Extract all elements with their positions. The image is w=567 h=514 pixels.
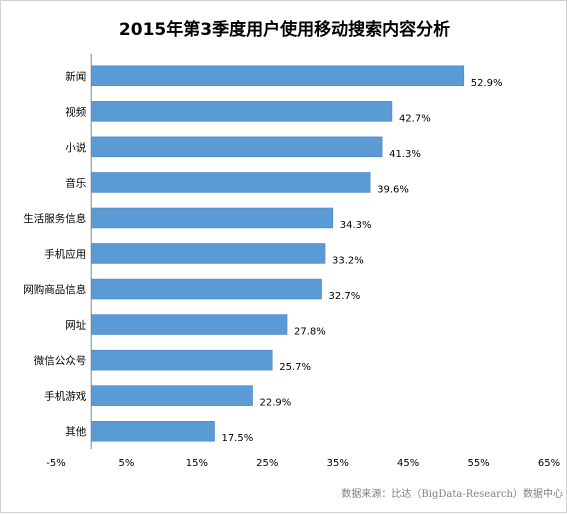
value-label-3: 41.3% [389, 149, 421, 160]
x-tick-label-8: 65% [538, 458, 560, 469]
bar-6 [90, 243, 326, 264]
value-label-10: 22.9% [259, 398, 291, 409]
value-label-9: 25.7% [279, 362, 311, 373]
bar-4 [90, 172, 371, 193]
x-tick-label-6: 45% [397, 458, 419, 469]
value-label-7: 32.7% [329, 291, 361, 302]
x-tick-label-2: 5% [118, 458, 134, 469]
category-label-8: 网址 [65, 319, 86, 332]
category-label-9: 微信公众号 [34, 354, 87, 367]
category-label-7: 网购商品信息 [23, 283, 86, 296]
category-label-2: 视频 [65, 105, 86, 118]
value-label-8: 27.8% [294, 327, 326, 338]
value-label-2: 42.7% [399, 113, 431, 124]
bar-9 [90, 349, 273, 371]
x-tick-label-3: 15% [186, 458, 208, 469]
category-label-6: 手机应用 [44, 248, 86, 261]
value-label-6: 33.2% [332, 256, 364, 267]
bar-7 [90, 278, 322, 300]
value-label-5: 34.3% [340, 220, 372, 231]
value-label-11: 17.5% [221, 433, 253, 444]
bar-1 [90, 65, 465, 87]
x-tick-label-7: 55% [467, 458, 489, 469]
bar-10 [90, 385, 253, 406]
category-label-1: 新闻 [65, 70, 86, 83]
bar-11 [90, 420, 215, 442]
bar-3 [90, 136, 383, 158]
value-label-4: 39.6% [377, 184, 409, 195]
bar-2 [90, 101, 393, 122]
value-label-1: 52.9% [471, 78, 503, 89]
x-tick-label-1: -5% [46, 458, 65, 469]
source-note: 数据来源：比达（BigData-Research）数据中心 [341, 489, 563, 500]
bar-5 [90, 207, 334, 229]
x-tick-label-4: 25% [256, 458, 278, 469]
bar-8 [90, 314, 288, 335]
category-label-3: 小说 [65, 141, 86, 154]
x-tick-label-5: 35% [327, 458, 349, 469]
category-label-11: 其他 [65, 425, 86, 438]
category-label-4: 音乐 [65, 176, 86, 189]
chart-title: 2015年第3季度用户使用移动搜索内容分析 [118, 20, 451, 40]
category-label-5: 生活服务信息 [23, 212, 86, 225]
category-label-10: 手机游戏 [44, 390, 86, 403]
